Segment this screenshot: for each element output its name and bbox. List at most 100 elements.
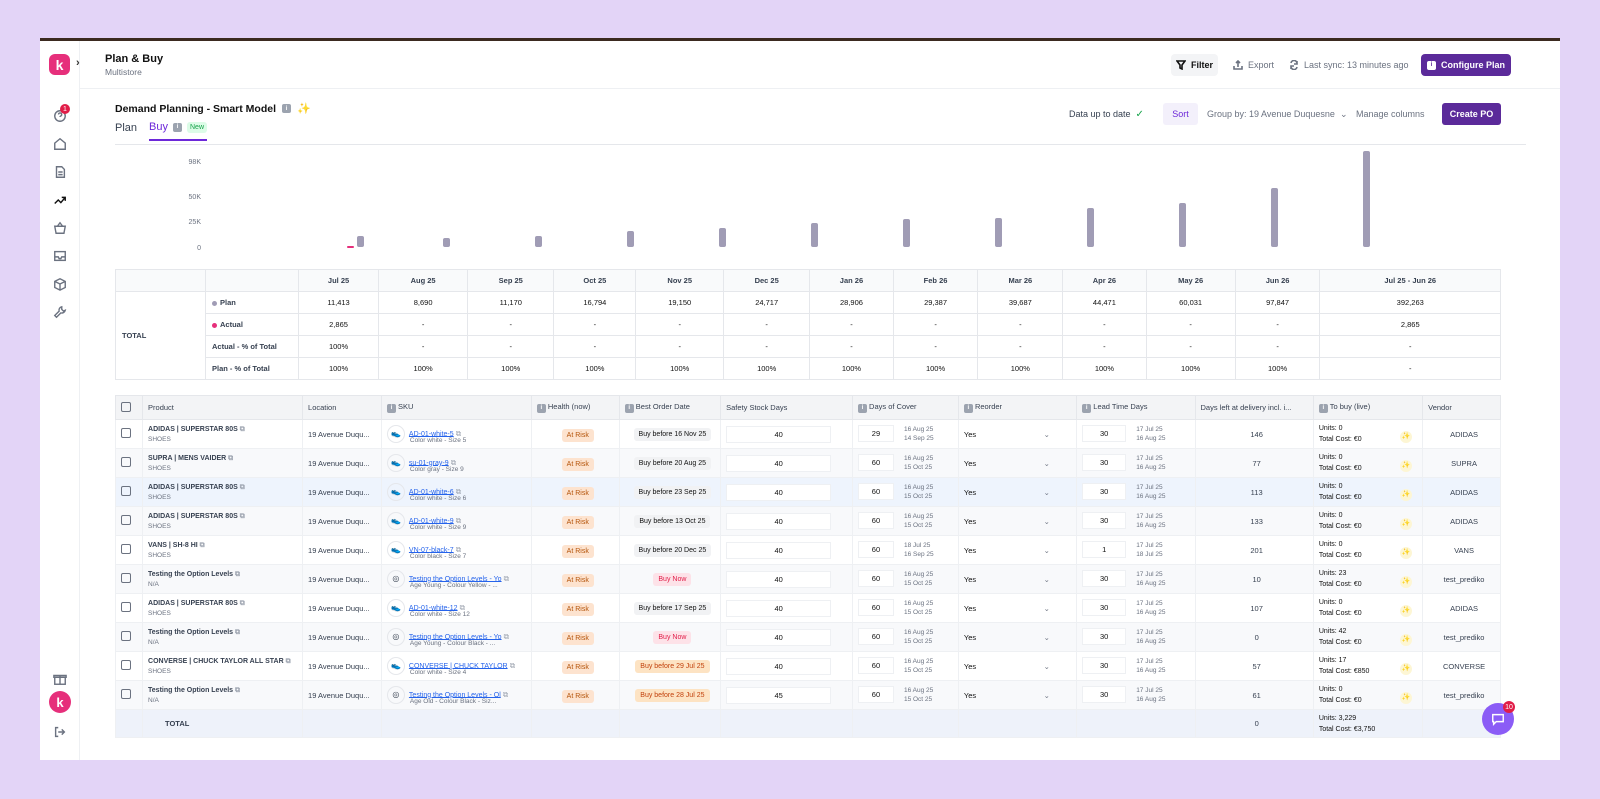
row-checkbox[interactable]	[121, 573, 131, 583]
plan-bar[interactable]	[903, 218, 910, 247]
copy-icon[interactable]: ⧉	[285, 657, 291, 665]
row-checkbox[interactable]	[121, 660, 131, 670]
row-checkbox[interactable]	[121, 631, 131, 641]
lead-time-input[interactable]: 30	[1082, 424, 1127, 442]
reorder-select[interactable]: Yes ⌄	[963, 516, 1050, 526]
sparkle-icon[interactable]: ✨	[1400, 460, 1413, 472]
column-header[interactable]: i SKU	[380, 395, 532, 420]
table-row[interactable]: ADIDAS | SUPERSTAR 80S ⧉ SHOES 19 Avenue …	[114, 419, 1501, 449]
copy-icon[interactable]: ⧉	[239, 512, 245, 520]
sparkle-icon[interactable]: ✨	[1400, 547, 1413, 559]
days-cover-input[interactable]: 29	[857, 424, 894, 442]
lead-time-input[interactable]: 30	[1082, 482, 1127, 500]
wrench-icon[interactable]	[52, 304, 68, 320]
reorder-select[interactable]: Yes ⌄	[963, 632, 1050, 642]
table-row[interactable]: VANS | SH-8 HI ⧉ SHOES 19 Avenue Duqu... …	[114, 535, 1501, 565]
reorder-select[interactable]: Yes ⌄	[963, 690, 1050, 700]
copy-icon[interactable]: ⧉	[199, 541, 205, 549]
sparkle-icon[interactable]: ✨	[1400, 431, 1413, 443]
reorder-select[interactable]: Yes ⌄	[963, 545, 1050, 555]
days-cover-input[interactable]: 60	[857, 453, 894, 471]
sparkle-icon[interactable]: ✨	[1400, 634, 1413, 646]
sort-button[interactable]: Sort	[1163, 103, 1198, 125]
safety-stock-input[interactable]: 40	[726, 570, 832, 588]
box-icon[interactable]	[52, 276, 68, 292]
safety-stock-input[interactable]: 40	[726, 425, 832, 443]
copy-icon[interactable]: ⧉	[239, 425, 245, 433]
table-row[interactable]: ADIDAS | SUPERSTAR 80S ⧉ SHOES 19 Avenue …	[114, 593, 1501, 623]
row-checkbox[interactable]	[121, 689, 131, 699]
plan-bar[interactable]	[811, 222, 818, 247]
copy-icon[interactable]: ⧉	[502, 689, 509, 699]
column-header[interactable]: i Health (now)	[530, 395, 620, 420]
safety-stock-input[interactable]: 40	[726, 512, 832, 530]
plan-bar[interactable]	[627, 230, 634, 247]
row-checkbox[interactable]	[121, 428, 131, 438]
reorder-select[interactable]: Yes ⌄	[963, 487, 1050, 497]
reorder-select[interactable]: Yes ⌄	[963, 429, 1050, 439]
tab-plan[interactable]: Plan	[115, 122, 138, 134]
user-avatar[interactable]: k	[49, 691, 71, 713]
copy-icon[interactable]: ⧉	[509, 660, 516, 670]
row-checkbox[interactable]	[121, 515, 131, 525]
table-row[interactable]: Testing the Option Levels ⧉ N/A 19 Avenue…	[114, 564, 1501, 594]
lead-time-input[interactable]: 30	[1082, 511, 1127, 529]
copy-icon[interactable]: ⧉	[503, 573, 509, 583]
group-by-select[interactable]: Group by: 19 Avenue Duquesne ⌄	[1207, 103, 1347, 125]
plan-bar[interactable]	[1271, 188, 1278, 247]
row-checkbox[interactable]	[121, 486, 131, 496]
expand-sidebar-icon[interactable]: ›	[76, 57, 80, 69]
column-header[interactable]: i Reorder	[957, 395, 1078, 420]
sync-status[interactable]: Last sync: 13 minutes ago	[1289, 54, 1409, 76]
sku-link[interactable]: su-01-gray-9	[408, 459, 449, 467]
column-header[interactable]: Days left at delivery incl. i...	[1194, 395, 1314, 420]
table-row[interactable]: Testing the Option Levels ⧉ N/A 19 Avenue…	[114, 622, 1501, 652]
lead-time-input[interactable]: 1	[1082, 540, 1127, 558]
copy-icon[interactable]: ⧉	[459, 602, 466, 612]
reorder-select[interactable]: Yes ⌄	[963, 661, 1050, 671]
tab-buy[interactable]: Buy i New	[149, 121, 208, 141]
copy-icon[interactable]: ⧉	[503, 631, 509, 641]
sparkle-icon[interactable]: ✨	[1400, 576, 1413, 588]
days-cover-input[interactable]: 60	[857, 540, 894, 558]
lead-time-input[interactable]: 30	[1082, 453, 1127, 471]
table-row[interactable]: Testing the Option Levels ⧉ N/A 19 Avenue…	[114, 680, 1501, 710]
copy-icon[interactable]: ⧉	[455, 515, 462, 525]
row-checkbox[interactable]	[121, 544, 131, 554]
sparkle-icon[interactable]: ✨	[1400, 489, 1413, 501]
sku-link[interactable]: AD-01-white-5	[408, 430, 454, 438]
table-row[interactable]: SUPRA | MENS VAIDER ⧉ SHOES 19 Avenue Duq…	[114, 448, 1501, 478]
home-icon[interactable]	[52, 136, 68, 152]
plan-bar[interactable]	[1087, 208, 1094, 247]
days-cover-input[interactable]: 60	[857, 598, 894, 616]
safety-stock-input[interactable]: 40	[726, 628, 832, 646]
filter-button[interactable]: Filter	[1171, 54, 1218, 76]
table-row[interactable]: ADIDAS | SUPERSTAR 80S ⧉ SHOES 19 Avenue …	[114, 477, 1501, 507]
column-header[interactable]: Product	[142, 395, 304, 420]
manage-columns-button[interactable]: Manage columns	[1356, 109, 1425, 119]
configure-plan-button[interactable]: i Configure Plan	[1421, 54, 1511, 76]
copy-icon[interactable]: ⧉	[235, 628, 241, 636]
copy-icon[interactable]: ⧉	[455, 544, 462, 554]
info-icon[interactable]: i	[282, 104, 292, 113]
lead-time-input[interactable]: 30	[1082, 656, 1127, 674]
column-header[interactable]: Location	[302, 395, 382, 420]
lead-time-input[interactable]: 30	[1082, 685, 1127, 703]
column-header[interactable]: Safety Stock Days	[720, 395, 853, 420]
lead-time-input[interactable]: 30	[1082, 569, 1127, 587]
column-header[interactable]: i Best Order Date	[618, 395, 722, 420]
days-cover-input[interactable]: 60	[857, 482, 894, 500]
gift-icon[interactable]	[52, 671, 68, 687]
copy-icon[interactable]: ⧉	[239, 483, 245, 491]
copy-icon[interactable]: ⧉	[239, 599, 245, 607]
sku-link[interactable]: VN-07-black-7	[408, 546, 454, 554]
app-logo[interactable]: k	[49, 54, 70, 75]
select-all-checkbox[interactable]	[121, 401, 131, 412]
safety-stock-input[interactable]: 40	[726, 483, 832, 501]
reorder-select[interactable]: Yes ⌄	[963, 458, 1050, 468]
sparkle-icon[interactable]: ✨	[1400, 663, 1413, 675]
copy-icon[interactable]: ⧉	[235, 686, 241, 694]
sku-link[interactable]: AD-01-white-9	[408, 517, 454, 525]
reorder-select[interactable]: Yes ⌄	[963, 603, 1050, 613]
table-row[interactable]: CONVERSE | CHUCK TAYLOR ALL STAR ⧉ SHOES …	[114, 651, 1501, 681]
